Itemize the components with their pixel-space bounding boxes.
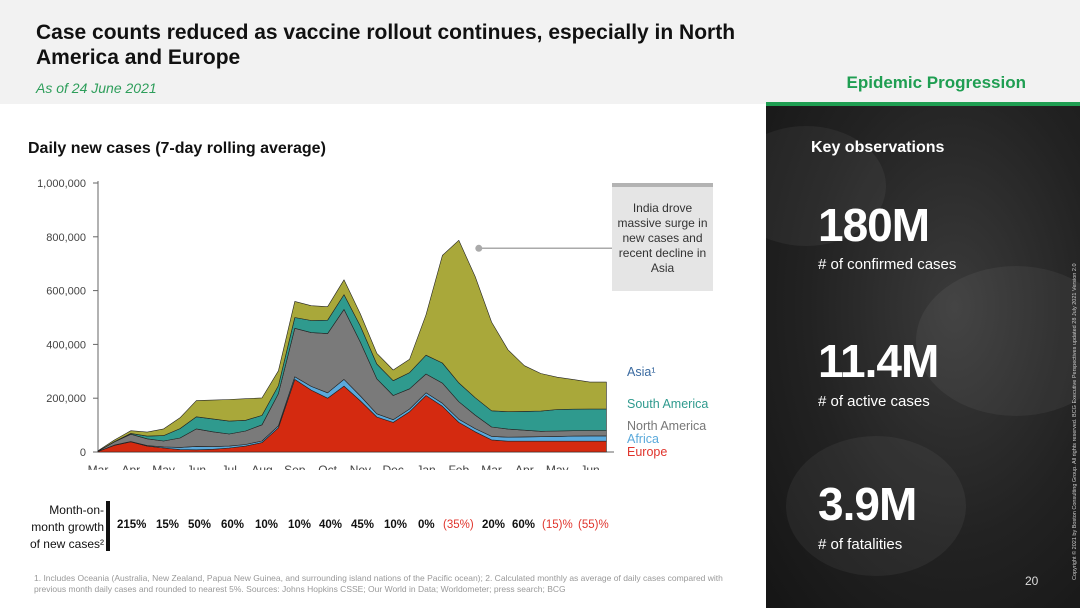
x-tick-label: Jun xyxy=(187,463,206,470)
x-tick-label: Mar xyxy=(88,463,109,470)
x-tick-label: Nov xyxy=(350,463,371,470)
growth-label-line: of new cases² xyxy=(29,537,104,551)
legend-asia: Asia¹ xyxy=(627,365,655,379)
x-tick-label: May xyxy=(152,463,175,470)
legend-europe: Europe xyxy=(627,445,667,459)
y-tick-label: 400,000 xyxy=(46,339,86,351)
growth-value: 60% xyxy=(512,519,536,531)
growth-label: Month-on- month growth of new cases² xyxy=(8,502,104,553)
observations-panel: Key observations 180M # of confirmed cas… xyxy=(766,106,1080,608)
x-tick-label: Aug xyxy=(251,463,272,470)
callout-marker xyxy=(475,244,483,252)
x-tick-label: May xyxy=(546,463,569,470)
y-tick-label: 600,000 xyxy=(46,286,86,298)
growth-value: (15)% xyxy=(542,519,573,531)
y-tick-label: 1,000,000 xyxy=(37,178,86,190)
legend-africa: Africa xyxy=(627,432,659,446)
india-callout: India drove massive surge in new cases a… xyxy=(612,183,713,291)
x-tick-label: Jan xyxy=(416,463,435,470)
growth-value: 20% xyxy=(482,519,506,531)
header-band xyxy=(0,0,1080,104)
observations-title: Key observations xyxy=(811,139,945,156)
as-of-date: As of 24 June 2021 xyxy=(36,80,157,96)
y-tick-label: 0 xyxy=(80,447,86,459)
page-number: 20 xyxy=(1025,574,1039,588)
chart-title: Daily new cases (7-day rolling average) xyxy=(28,140,326,157)
background-blob xyxy=(786,436,966,576)
growth-value: 60% xyxy=(221,519,245,531)
area-asia xyxy=(97,240,607,452)
x-tick-label: Jun xyxy=(580,463,599,470)
growth-value: 50% xyxy=(188,519,212,531)
x-tick-label: Sep xyxy=(284,463,306,470)
x-tick-label: Jul xyxy=(222,463,237,470)
y-tick-label: 800,000 xyxy=(46,232,86,244)
copyright-text: Copyright © 2021 by Boston Consulting Gr… xyxy=(1072,263,1078,580)
x-tick-label: Mar xyxy=(481,463,502,470)
growth-value: 40% xyxy=(319,519,343,531)
stat-active-label: # of active cases xyxy=(818,393,930,410)
x-tick-label: Apr xyxy=(121,463,140,470)
growth-value: 15% xyxy=(156,519,180,531)
stat-active-value: 11.4M xyxy=(818,335,939,387)
stat-fatalities-label: # of fatalities xyxy=(818,536,903,553)
section-rule xyxy=(766,102,1080,106)
growth-value: 10% xyxy=(288,519,312,531)
growth-label-line: month growth xyxy=(31,520,104,534)
x-tick-label: Oct xyxy=(318,463,337,470)
growth-value: 215% xyxy=(117,519,147,531)
page-title: Case counts reduced as vaccine rollout c… xyxy=(36,21,736,69)
growth-value: 10% xyxy=(384,519,408,531)
y-tick-label: 200,000 xyxy=(46,393,86,405)
legend-north-america: North America xyxy=(627,419,706,433)
stat-fatalities-value: 3.9M xyxy=(818,478,917,530)
x-tick-label: Dec xyxy=(383,463,404,470)
stat-confirmed-value: 180M xyxy=(818,199,930,251)
growth-label-line: Month-on- xyxy=(49,503,104,517)
copyright-notice: Copyright © 2021 by Boston Consulting Gr… xyxy=(1064,190,1078,580)
growth-value: (35%) xyxy=(443,519,474,531)
footnote: 1. Includes Oceania (Australia, New Zeal… xyxy=(34,573,723,594)
growth-value: 0% xyxy=(418,519,435,531)
growth-value: 10% xyxy=(255,519,279,531)
x-tick-label: Apr xyxy=(515,463,534,470)
cases-area-chart: 0 200,000 400,000 600,000 800,000 1,000,000 Ma… xyxy=(37,178,708,470)
growth-bar xyxy=(106,501,110,551)
legend-south-america: South America xyxy=(627,397,708,411)
stat-confirmed-label: # of confirmed cases xyxy=(818,256,957,273)
growth-value: 45% xyxy=(351,519,375,531)
background-blob xyxy=(916,266,1080,416)
growth-value: (55)% xyxy=(578,519,609,531)
x-tick-label: Feb xyxy=(448,463,469,470)
section-label: Epidemic Progression xyxy=(846,73,1027,92)
